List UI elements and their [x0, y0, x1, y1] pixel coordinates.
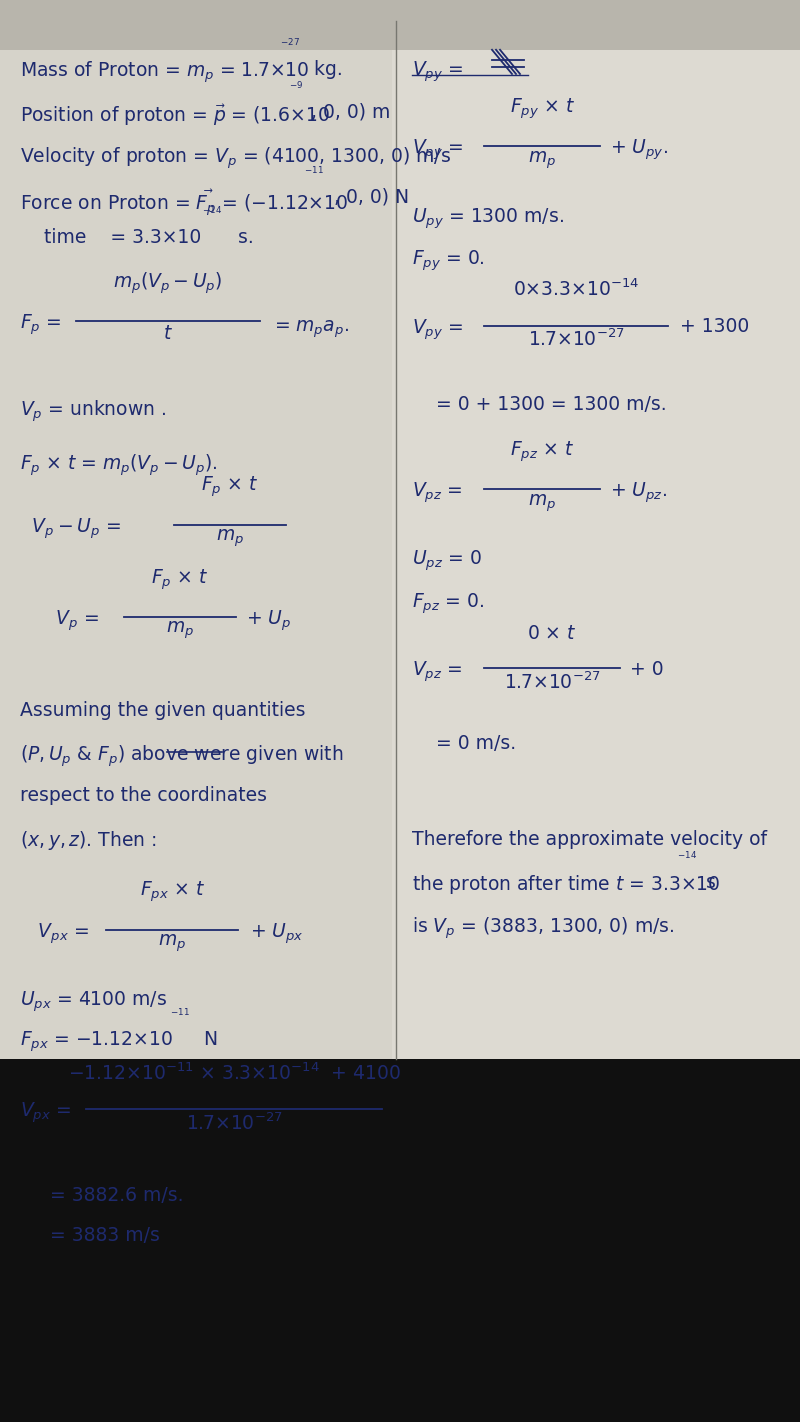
- Text: $F_{px}$ = −1.12×10: $F_{px}$ = −1.12×10: [20, 1030, 173, 1054]
- Text: $V_{px}$ =: $V_{px}$ =: [20, 921, 89, 946]
- Text: $(x, y, z)$. Then :: $(x, y, z)$. Then :: [20, 829, 157, 852]
- Text: kg.: kg.: [308, 60, 342, 78]
- Text: $^{-9}$: $^{-9}$: [289, 81, 303, 94]
- Text: $F_{py}$ = 0.: $F_{py}$ = 0.: [412, 249, 485, 273]
- Text: $m_p$: $m_p$: [166, 620, 194, 641]
- Text: $F_p$ × $t$ = $m_p(V_p - U_p)$.: $F_p$ × $t$ = $m_p(V_p - U_p)$.: [20, 452, 218, 478]
- Text: = $m_p a_p$.: = $m_p a_p$.: [274, 319, 350, 340]
- Text: $F_{pz}$ = 0.: $F_{pz}$ = 0.: [412, 592, 484, 616]
- Text: Force on Proton = $\vec{F_p}$ = (−1.12×10: Force on Proton = $\vec{F_p}$ = (−1.12×1…: [20, 188, 348, 219]
- Text: N: N: [198, 1030, 218, 1048]
- Text: $m_p$: $m_p$: [216, 528, 243, 549]
- Text: = 3883 m/s: = 3883 m/s: [20, 1226, 160, 1244]
- Text: + $U_{pz}$.: + $U_{pz}$.: [610, 481, 667, 505]
- Text: 1.7×10$^{-27}$: 1.7×10$^{-27}$: [504, 671, 600, 693]
- Text: $U_{pz}$ = 0: $U_{pz}$ = 0: [412, 549, 482, 573]
- Text: Position of proton = $\vec{p}$ = (1.6×10: Position of proton = $\vec{p}$ = (1.6×10: [20, 102, 330, 128]
- Text: $F_{px}$ × $t$: $F_{px}$ × $t$: [140, 880, 205, 904]
- Text: $V_{py}$ =: $V_{py}$ =: [412, 60, 463, 84]
- Text: $V_{py}$ =: $V_{py}$ =: [412, 317, 463, 341]
- Text: $V_p - U_p$ =: $V_p - U_p$ =: [20, 516, 121, 540]
- Text: $m_p(V_p - U_p)$: $m_p(V_p - U_p)$: [114, 270, 222, 296]
- Text: $V_p$ = unknown .: $V_p$ = unknown .: [20, 398, 166, 424]
- Text: + $U_{py}$.: + $U_{py}$.: [610, 138, 668, 162]
- Text: −1.12×10$^{-11}$ × 3.3×10$^{-14}$  + 4100: −1.12×10$^{-11}$ × 3.3×10$^{-14}$ + 4100: [68, 1062, 401, 1084]
- FancyBboxPatch shape: [0, 21, 392, 1059]
- Text: $U_{px}$ = 4100 m/s: $U_{px}$ = 4100 m/s: [20, 990, 167, 1014]
- Text: 0×3.3×10$^{-14}$: 0×3.3×10$^{-14}$: [513, 279, 639, 300]
- Text: $^{-11}$: $^{-11}$: [170, 1008, 190, 1021]
- Text: is $V_p$ = (3883, 1300, 0) m/s.: is $V_p$ = (3883, 1300, 0) m/s.: [412, 916, 674, 941]
- Text: $t$: $t$: [163, 324, 173, 343]
- Text: $V_p$ =: $V_p$ =: [20, 609, 99, 633]
- Text: Therefore the approximate velocity of: Therefore the approximate velocity of: [412, 830, 767, 849]
- Text: $F_{py}$ × $t$: $F_{py}$ × $t$: [510, 97, 574, 121]
- Text: $^{-27}$: $^{-27}$: [280, 38, 300, 51]
- Text: s: s: [706, 873, 716, 892]
- Text: $U_{py}$ = 1300 m/s.: $U_{py}$ = 1300 m/s.: [412, 206, 564, 230]
- Text: $m_p$: $m_p$: [158, 933, 186, 954]
- Text: = 0 m/s.: = 0 m/s.: [412, 734, 516, 752]
- Text: $F_p$ =: $F_p$ =: [20, 313, 62, 337]
- Text: $^{-14}$: $^{-14}$: [677, 852, 697, 865]
- Text: Velocity of proton = $V_p$ = (4100, 1300, 0) m/s: Velocity of proton = $V_p$ = (4100, 1300…: [20, 145, 451, 171]
- Text: + 0: + 0: [630, 660, 664, 678]
- Text: $V_{pz}$ =: $V_{pz}$ =: [412, 481, 462, 505]
- Text: $m_p$: $m_p$: [528, 492, 556, 513]
- Text: $m_p$: $m_p$: [528, 149, 556, 171]
- Text: 0 × $t$: 0 × $t$: [527, 624, 577, 643]
- Text: = 3882.6 m/s.: = 3882.6 m/s.: [20, 1186, 183, 1204]
- Text: $F_p$ × $t$: $F_p$ × $t$: [201, 475, 258, 499]
- Text: 1.7×10$^{-27}$: 1.7×10$^{-27}$: [528, 328, 624, 350]
- Text: , 0, 0) m: , 0, 0) m: [311, 102, 390, 121]
- Text: the proton after time $t$ = 3.3×10: the proton after time $t$ = 3.3×10: [412, 873, 721, 896]
- Text: $V_{px}$ =: $V_{px}$ =: [20, 1101, 71, 1125]
- Text: $V_{pz}$ =: $V_{pz}$ =: [412, 660, 462, 684]
- Text: s.: s.: [232, 228, 254, 246]
- FancyBboxPatch shape: [0, 0, 800, 50]
- Text: + $U_{px}$: + $U_{px}$: [250, 921, 303, 946]
- Text: , 0, 0) N: , 0, 0) N: [334, 188, 409, 206]
- Text: = 0 + 1300 = 1300 m/s.: = 0 + 1300 = 1300 m/s.: [412, 395, 666, 414]
- Text: $F_{pz}$ × $t$: $F_{pz}$ × $t$: [510, 439, 574, 464]
- Text: $^{-14}$: $^{-14}$: [202, 206, 222, 219]
- Text: $(P, U_p$ & $F_p)$ above were given with: $(P, U_p$ & $F_p)$ above were given with: [20, 744, 343, 769]
- Text: $V_{py}$ =: $V_{py}$ =: [412, 138, 463, 162]
- Text: Mass of Proton = $m_p$ = 1.7×10: Mass of Proton = $m_p$ = 1.7×10: [20, 60, 310, 85]
- Text: 1.7×10$^{-27}$: 1.7×10$^{-27}$: [186, 1112, 282, 1133]
- Text: $^{-11}$: $^{-11}$: [304, 166, 324, 179]
- Text: Assuming the given quantities: Assuming the given quantities: [20, 701, 306, 720]
- Text: $F_p$ × $t$: $F_p$ × $t$: [151, 567, 209, 592]
- Text: + $U_p$: + $U_p$: [246, 609, 291, 633]
- Text: respect to the coordinates: respect to the coordinates: [20, 786, 267, 805]
- Text: + 1300: + 1300: [680, 317, 750, 336]
- FancyBboxPatch shape: [392, 21, 800, 1059]
- Text: time    = 3.3×10: time = 3.3×10: [20, 228, 202, 246]
